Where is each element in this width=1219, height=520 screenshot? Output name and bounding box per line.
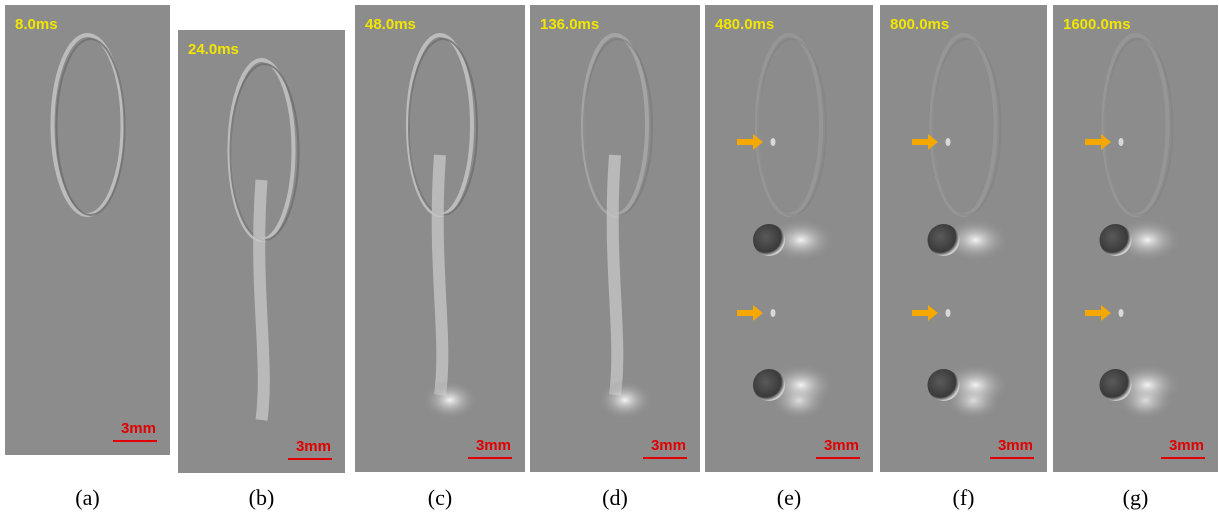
liquid-filament: [613, 155, 618, 395]
scale-label: 3mm: [476, 437, 511, 454]
scale-label: 3mm: [1169, 437, 1204, 454]
figure: 8.0ms 3mm (a) 24.0ms 3mm (b) 48.0ms 3mm (c) 136.0…: [0, 0, 1219, 520]
satellite-drop: [946, 138, 951, 146]
liquid-filament: [438, 155, 443, 395]
satellite-drop: [771, 138, 776, 146]
panel-caption: (c): [428, 485, 452, 510]
droplet: [1100, 224, 1132, 256]
panel-caption: (d): [602, 485, 628, 510]
time-label: 136.0ms: [540, 16, 599, 33]
droplet: [753, 224, 785, 256]
time-label: 8.0ms: [15, 16, 58, 33]
panel-caption: (f): [953, 485, 975, 510]
satellite-drop: [946, 309, 951, 317]
time-label: 480.0ms: [715, 16, 774, 33]
time-label: 48.0ms: [365, 16, 416, 33]
droplet: [928, 224, 960, 256]
satellite-drop: [771, 309, 776, 317]
residue-blob: [597, 380, 653, 420]
image-panel: 48.0ms 3mm: [355, 5, 525, 472]
panel-caption: (e): [777, 485, 801, 510]
time-label: 1600.0ms: [1063, 16, 1131, 33]
image-panel: 480.0ms 3mm: [705, 5, 873, 472]
time-label: 800.0ms: [890, 16, 949, 33]
droplet: [928, 369, 960, 401]
panel-caption: (g): [1123, 485, 1149, 510]
scale-label: 3mm: [121, 420, 156, 437]
liquid-filament: [259, 180, 264, 420]
satellite-drop: [1119, 309, 1124, 317]
image-panel: 800.0ms 3mm: [880, 5, 1047, 472]
scale-label: 3mm: [824, 437, 859, 454]
image-panel: 24.0ms 3mm: [178, 30, 345, 473]
image-panel: 8.0ms 3mm: [5, 5, 170, 455]
panel-caption: (a): [75, 485, 99, 510]
image-panel: 1600.0ms 3mm: [1053, 5, 1218, 472]
residue-blob: [422, 380, 478, 420]
scale-label: 3mm: [296, 438, 331, 455]
time-label: 24.0ms: [188, 41, 239, 58]
droplet: [1100, 369, 1132, 401]
scale-label: 3mm: [651, 437, 686, 454]
satellite-drop: [1119, 138, 1124, 146]
scale-label: 3mm: [998, 437, 1033, 454]
panel-caption: (b): [249, 485, 275, 510]
photo: [5, 5, 170, 455]
image-panel: 136.0ms 3mm: [530, 5, 700, 472]
droplet: [753, 369, 785, 401]
